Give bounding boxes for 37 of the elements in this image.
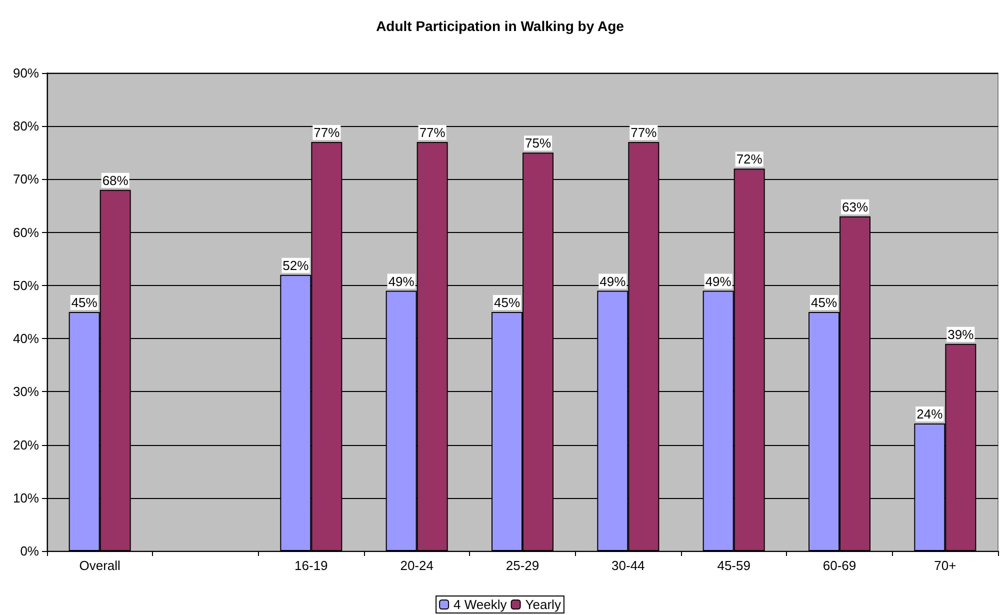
- data-label: 45%: [71, 295, 98, 310]
- data-label: 39%: [948, 326, 974, 342]
- data-label: 49%: [388, 274, 415, 289]
- data-label: 68%: [102, 172, 129, 188]
- data-label: 49%: [705, 274, 732, 289]
- data-label: 45%: [810, 295, 838, 310]
- y-tick-label: 70%: [12, 172, 40, 187]
- y-tick-label: 20%: [12, 437, 40, 452]
- data-label: 75%: [524, 136, 552, 151]
- y-tick-label: 30%: [12, 384, 40, 400]
- data-label: 45%: [494, 295, 520, 310]
- y-tick-label: 10%: [12, 490, 40, 506]
- y-tick-label: 90%: [12, 66, 40, 80]
- x-tick-label: 20-24: [400, 558, 434, 573]
- data-label: 77%: [630, 125, 658, 140]
- x-tick-label: 70+: [934, 558, 956, 573]
- data-label: 49%: [600, 274, 626, 289]
- x-tick-label: 16-19: [294, 558, 328, 573]
- legend-label: Yearly: [525, 597, 562, 612]
- x-tick-label: Overall: [79, 558, 121, 573]
- x-tick-label: 60-69: [822, 558, 856, 573]
- data-label: 77%: [419, 125, 446, 140]
- x-tick-label: 30-44: [612, 558, 645, 573]
- y-tick-label: 60%: [12, 224, 40, 240]
- data-label: 24%: [916, 406, 944, 422]
- data-label: 63%: [842, 199, 868, 214]
- chart-title: Adult Participation in Walking by Age: [376, 18, 624, 34]
- legend-label: 4 Weekly: [454, 597, 508, 612]
- data-label: 77%: [314, 125, 340, 140]
- y-tick-label: 80%: [12, 118, 40, 134]
- data-label: 72%: [736, 152, 763, 167]
- y-tick-label: 40%: [12, 331, 40, 346]
- data-label: 52%: [282, 258, 310, 273]
- y-tick-label: 50%: [12, 278, 40, 293]
- x-tick-label: 45-59: [717, 558, 750, 573]
- y-tick-label: 0%: [20, 544, 40, 558]
- x-tick-label: 25-29: [506, 558, 540, 573]
